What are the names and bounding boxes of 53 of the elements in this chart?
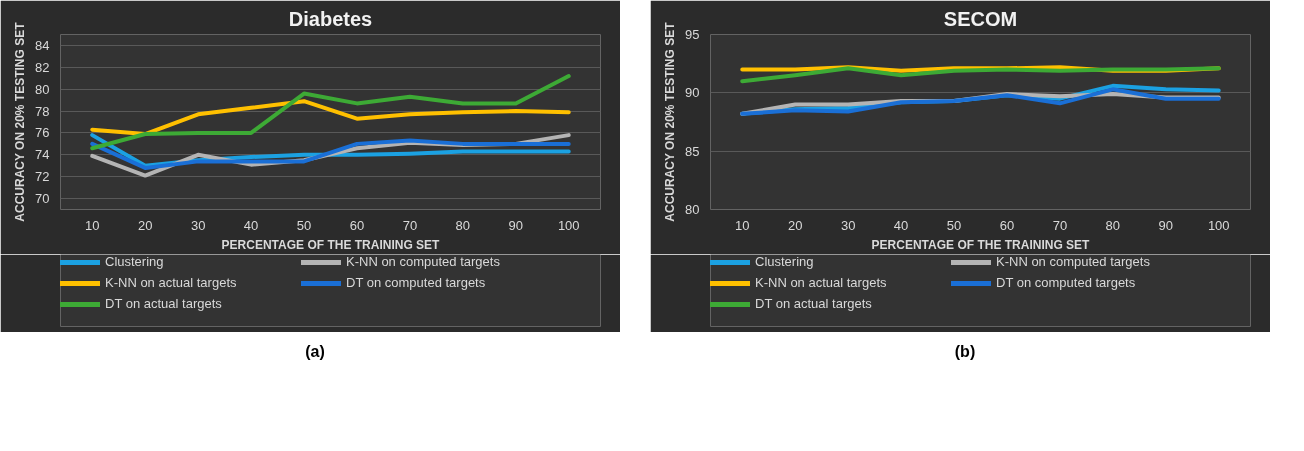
x-tick-label: 30 <box>840 217 856 233</box>
x-tick-label: 10 <box>85 217 100 233</box>
x-tick-label: 60 <box>349 217 365 233</box>
x-tick-label: 80 <box>1105 217 1121 233</box>
legend-label: DT on computed targets <box>996 275 1137 290</box>
x-tick-label: 60 <box>999 217 1015 233</box>
y-tick-label: 78 <box>35 103 50 119</box>
x-tick-label: 90 <box>508 217 524 233</box>
x-tick-label: 100 <box>557 217 580 233</box>
x-tick-label: 30 <box>190 217 206 233</box>
legend-label: K-NN on computed targets <box>346 254 501 269</box>
legend-label: DT on actual targets <box>105 296 223 311</box>
x-axis-title: PERCENTAGE OF THE TRAINING SET <box>871 237 1091 252</box>
y-tick-label: 80 <box>685 202 700 217</box>
y-axis-title: ACCURACY ON 20% TESTING SET <box>13 21 28 222</box>
text: (b) <box>954 342 976 362</box>
x-tick-label: 40 <box>893 217 909 233</box>
y-tick-label: 72 <box>35 169 50 185</box>
y-tick-label: 74 <box>35 147 50 163</box>
y-tick-label: 84 <box>35 37 50 53</box>
y-tick-label: 70 <box>35 191 50 207</box>
x-tick-label: 70 <box>1052 217 1068 233</box>
x-tick-label: 70 <box>402 217 418 233</box>
legend-label: DT on computed targets <box>346 275 487 290</box>
chart-title: SECOM <box>943 7 1018 30</box>
legend-label: K-NN on computed targets <box>996 254 1151 269</box>
legend-label: K-NN on actual targets <box>105 275 238 290</box>
legend-label: Clustering <box>105 254 165 269</box>
legend-label: K-NN on actual targets <box>755 275 888 290</box>
y-tick-label: 80 <box>35 81 50 97</box>
line-series <box>90 74 571 151</box>
x-tick-label: 40 <box>243 217 259 233</box>
x-tick-label: 90 <box>1158 217 1174 233</box>
y-tick-label: 82 <box>35 59 50 75</box>
x-tick-label: 80 <box>455 217 471 233</box>
x-tick-label: 50 <box>296 217 312 233</box>
y-axis-title: ACCURACY ON 20% TESTING SET <box>663 21 678 222</box>
x-tick-label: 20 <box>137 217 153 233</box>
y-tick-label: 85 <box>685 143 700 159</box>
x-tick-label: 50 <box>946 217 962 233</box>
y-tick-label: 90 <box>685 85 700 101</box>
y-tick-label: 95 <box>685 27 700 42</box>
chart-title: Diabetes <box>288 7 373 30</box>
legend-label: Clustering <box>755 254 815 269</box>
legend-label: DT on actual targets <box>755 296 873 311</box>
y-tick-label: 76 <box>35 125 50 141</box>
text: (a) <box>305 342 325 362</box>
x-tick-label: 10 <box>735 217 750 233</box>
x-axis-title: PERCENTAGE OF THE TRAINING SET <box>221 237 441 252</box>
x-tick-label: 20 <box>787 217 803 233</box>
x-tick-label: 100 <box>1207 217 1230 233</box>
line-series <box>90 99 571 137</box>
line-series <box>740 66 1221 84</box>
